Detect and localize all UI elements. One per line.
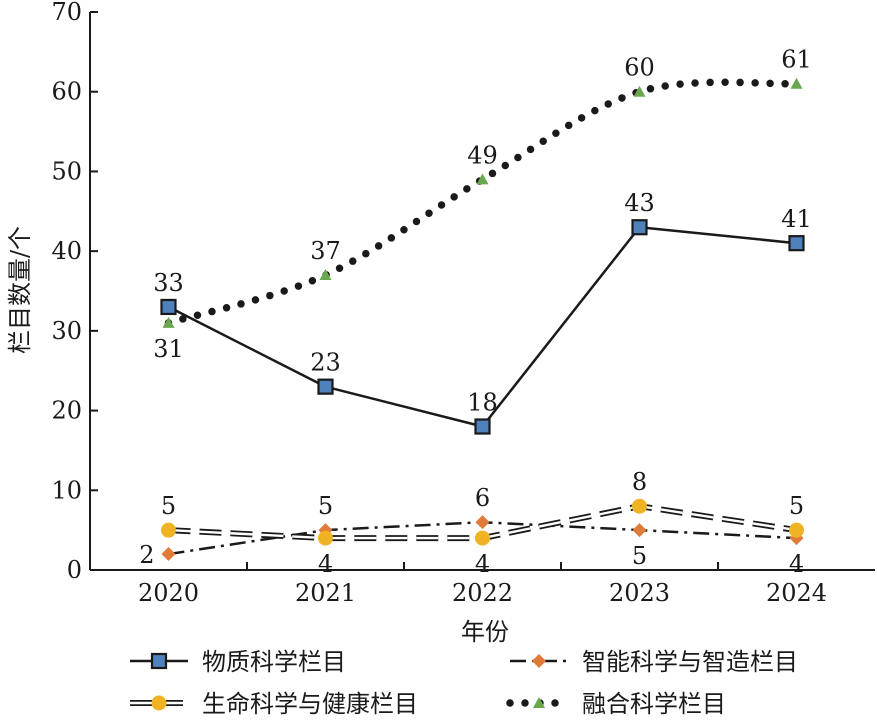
data-label-2-1: 4 [318,550,333,578]
data-label-1-4: 4 [789,550,804,578]
data-label-3-4: 61 [781,46,812,74]
legend-label-0: 物质科学栏目 [202,648,346,676]
data-label-1-1: 5 [318,492,333,520]
y-tick-label: 40 [51,237,82,265]
x-tick-label: 2024 [766,579,827,607]
data-label-0-3: 43 [624,189,655,217]
series-2-point-2 [475,530,490,546]
data-label-0-0: 33 [153,269,184,297]
series-line-3 [164,78,801,327]
data-label-1-0: 2 [139,541,154,569]
x-tick-label: 2021 [295,579,356,607]
series-1-point-3 [632,523,647,538]
series-3-point-2 [476,173,489,185]
x-axis-title: 年份 [461,618,509,646]
legend-label-1: 智能科学与智造栏目 [582,648,798,676]
legend-item-1: 智能科学与智造栏目 [510,648,798,676]
x-tick-label: 2023 [609,579,670,607]
data-label-2-4: 5 [789,492,804,520]
series-3-point-4 [790,77,803,89]
series-0-point-0 [160,298,177,316]
y-axis-title: 栏目数量/个 [6,226,34,354]
y-tick-label: 0 [67,556,82,584]
legend-marker-2 [151,695,167,711]
series-0-point-3 [631,219,648,236]
data-label-1-2: 6 [475,484,490,512]
data-label-3-1: 37 [310,237,341,265]
series-2-point-1 [318,530,333,546]
series-0-point-4 [788,235,805,252]
series-3-point-3 [633,85,646,97]
data-label-2-0: 5 [161,492,176,520]
legend-item-3: 融合科学栏目 [506,690,726,718]
chart-series-markers [160,77,805,562]
y-tick-label: 60 [51,78,82,106]
legend-marker-1 [532,654,546,668]
data-label-3-2: 49 [467,141,498,169]
x-tick-label: 2022 [452,579,513,607]
x-tick-label: 2020 [138,579,199,607]
y-tick-label: 70 [51,0,82,26]
data-label-0-2: 18 [467,389,498,417]
series-1-point-2 [475,515,490,530]
legend-marker-3 [533,697,545,708]
legend-label-3: 融合科学栏目 [582,690,726,718]
data-label-2-2: 4 [475,550,490,578]
series-2-point-4 [789,522,804,538]
series-1-point-0 [161,547,176,562]
data-label-3-3: 60 [624,54,655,82]
series-2-point-0 [161,522,176,538]
data-label-1-3: 5 [632,542,647,570]
data-label-3-0: 31 [153,335,184,363]
data-label-0-1: 23 [310,349,341,377]
legend-item-0: 物质科学栏目 [130,648,346,676]
series-0-point-1 [317,378,334,395]
legend-item-2: 生命科学与健康栏目 [130,690,418,718]
series-3-point-0 [162,316,175,328]
data-label-2-3: 8 [632,468,647,496]
y-tick-label: 30 [51,317,82,345]
legend-marker-0 [150,652,168,670]
series-2-point-3 [632,498,647,514]
chart-axes: 0 10 20 30 40 50 60 70 2020 2021 2022 2023 2024 [51,0,875,607]
data-label-0-4: 41 [781,205,812,233]
y-tick-label: 20 [51,397,82,425]
legend-label-2: 生命科学与健康栏目 [202,690,418,718]
series-3-point-1 [319,269,332,281]
y-tick-label: 50 [51,157,82,185]
series-0-point-2 [474,418,491,435]
y-tick-label: 10 [51,476,82,504]
